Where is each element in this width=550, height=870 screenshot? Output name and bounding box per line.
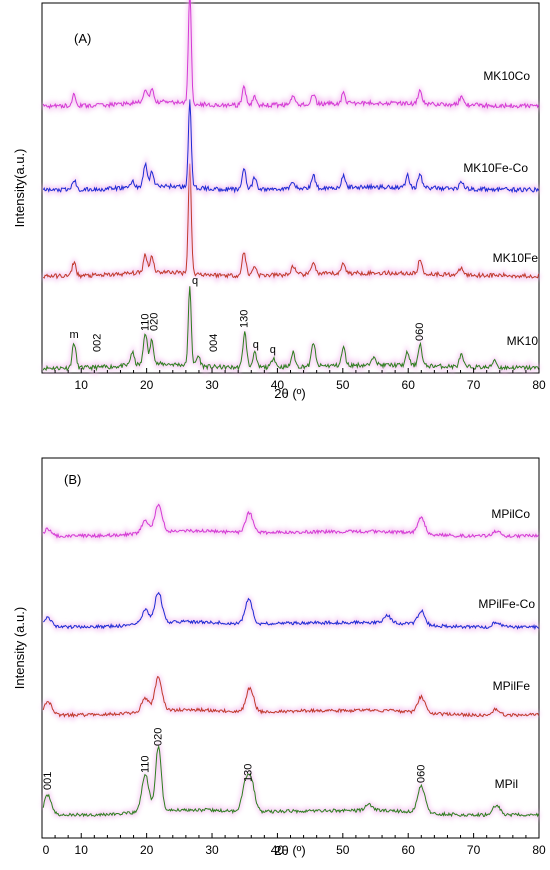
x-tick-label-20: 20 [140, 843, 154, 857]
series-line-mk10co [42, 0, 540, 110]
panel-b-label: (B) [64, 472, 81, 487]
x-tick-label-70: 70 [467, 843, 481, 857]
panel-b-frame [41, 457, 540, 839]
x-tick-label-10: 10 [75, 843, 89, 857]
peak-label-130-6: 130 [239, 310, 251, 328]
peak-label-110-2: 110 [139, 313, 151, 331]
panel-a-x-ticks: 10 20 30 40 50 60 70 80 [41, 368, 546, 392]
panel-b-x-ticks: 0 10 20 30 40 50 60 70 80 [41, 833, 546, 857]
x-tick-label-40: 40 [271, 378, 285, 392]
x-tick-label-70: 70 [467, 378, 481, 392]
panel-a-x-axis-label: 2θ (º) [274, 386, 305, 401]
series-line-mk10 [42, 286, 540, 372]
x-tick-label-30: 30 [205, 378, 219, 392]
peak-label-060-9: 060 [414, 323, 426, 341]
series-halo-mpil [41, 739, 541, 822]
panel-a-series [41, 0, 541, 378]
panel-a-y-axis-label: Intensity(a.u.) [12, 149, 27, 228]
panel-b-series [41, 500, 541, 822]
x-tick-label-80: 80 [532, 843, 546, 857]
panel-a-label: (A) [74, 31, 91, 46]
peak-label-q-8: q [270, 344, 276, 356]
series-name-mpil: MPil [495, 777, 518, 791]
series-name-mpilfe: MPilFe [493, 679, 531, 693]
series-name-mk10: MK10 [507, 334, 539, 348]
series-halo-mk10 [41, 286, 541, 378]
x-tick-label-50: 50 [336, 843, 350, 857]
x-tick-label-60: 60 [402, 843, 416, 857]
x-tick-label-80: 80 [532, 378, 546, 392]
series-line-mpilfe [42, 675, 540, 718]
series-name-mpilco: MPilCo [491, 507, 530, 521]
panel-b-y-axis-label: Intensity (a.u.) [12, 607, 27, 689]
peak-label-001-0: 001 [42, 772, 54, 790]
peak-label-002-1: 002 [92, 334, 104, 352]
series-name-mk10co: MK10Co [483, 69, 530, 83]
peak-label-130-3: 130 [243, 764, 255, 782]
peak-label-q-4: q [192, 275, 198, 287]
x-tick-label-0: 0 [43, 843, 50, 857]
peak-label-020-2: 020 [152, 728, 164, 746]
peak-label-q-7: q [253, 339, 259, 351]
peak-label-m-0: m [69, 329, 78, 341]
series-name-mk10fe: MK10Fe [493, 251, 539, 265]
x-tick-label-60: 60 [402, 378, 416, 392]
series-name-mpilfe-co: MPilFe-Co [478, 597, 535, 611]
series-line-mpilco [42, 503, 539, 539]
panel-b-x-axis-label: 2θ (º) [274, 843, 305, 858]
series-halo-mk10fe-co [41, 99, 541, 200]
series-halo-mk10co [41, 0, 541, 115]
series-line-mpil [42, 744, 540, 818]
peak-label-020-3: 020 [149, 313, 161, 331]
series-name-mk10fe-co: MK10Fe-Co [463, 161, 528, 175]
peak-label-004-5: 004 [208, 334, 220, 352]
peak-label-060-4: 060 [415, 765, 427, 783]
x-tick-label-50: 50 [336, 378, 350, 392]
series-line-mk10fe-co [42, 99, 540, 194]
x-tick-label-20: 20 [140, 378, 154, 392]
x-tick-label-40: 40 [271, 843, 285, 857]
series-line-mk10fe [42, 163, 540, 280]
peak-label-110-1: 110 [139, 755, 151, 773]
series-line-mpilfe-co [43, 591, 539, 631]
series-halo-mk10fe [41, 163, 541, 285]
x-tick-label-30: 30 [205, 843, 219, 857]
x-tick-label-10: 10 [75, 378, 89, 392]
